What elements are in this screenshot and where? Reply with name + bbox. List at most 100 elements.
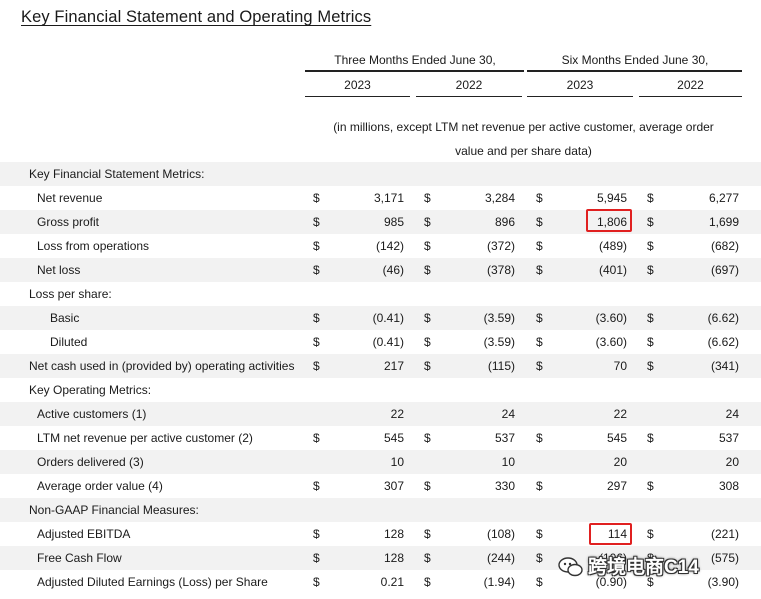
row-label: LTM net revenue per active customer (2) bbox=[37, 431, 253, 445]
currency-symbol: $ bbox=[536, 431, 543, 445]
currency-symbol: $ bbox=[313, 335, 320, 349]
row-label: Gross profit bbox=[37, 215, 100, 229]
cell-value: (46) bbox=[382, 263, 404, 277]
cell-value: (0.90) bbox=[595, 575, 627, 589]
currency-symbol: $ bbox=[424, 527, 431, 541]
currency-symbol: $ bbox=[424, 359, 431, 373]
cell-value: (108) bbox=[486, 527, 515, 541]
cell-value: (372) bbox=[486, 239, 515, 253]
header-six-months: Six Months Ended June 30, bbox=[561, 53, 709, 67]
cell-value: 20 bbox=[613, 455, 627, 469]
cell-value: 217 bbox=[383, 359, 404, 373]
row-label: Active customers (1) bbox=[37, 407, 147, 421]
currency-symbol: $ bbox=[536, 311, 543, 325]
cell-value: 114 bbox=[607, 527, 627, 541]
currency-symbol: $ bbox=[536, 239, 543, 253]
cell-value: 10 bbox=[501, 455, 515, 469]
cell-value: (1.94) bbox=[483, 575, 515, 589]
cell-value: 6,277 bbox=[708, 191, 739, 205]
row-label: Average order value (4) bbox=[37, 479, 163, 493]
cell-value: 24 bbox=[725, 407, 739, 421]
currency-symbol: $ bbox=[313, 215, 320, 229]
cell-value: 3,284 bbox=[484, 191, 515, 205]
wechat-bubble-icon bbox=[558, 557, 583, 577]
cell-value: (244) bbox=[486, 551, 515, 565]
cell-value: (575) bbox=[710, 551, 739, 565]
cell-value: (341) bbox=[710, 359, 739, 373]
currency-symbol: $ bbox=[536, 575, 543, 589]
currency-symbol: $ bbox=[424, 239, 431, 253]
currency-symbol: $ bbox=[424, 191, 431, 205]
cell-value: (3.59) bbox=[483, 335, 515, 349]
cell-value: 22 bbox=[613, 407, 627, 421]
currency-symbol: $ bbox=[313, 359, 320, 373]
row-label: Loss per share: bbox=[29, 287, 112, 301]
currency-symbol: $ bbox=[647, 263, 654, 277]
currency-symbol: $ bbox=[313, 191, 320, 205]
table-row: Net loss $ (46) $ (378) $ (401) $ (697) bbox=[0, 258, 761, 282]
currency-symbol: $ bbox=[424, 575, 431, 589]
cell-value: 985 bbox=[383, 215, 404, 229]
page-title: Key Financial Statement and Operating Me… bbox=[21, 8, 372, 26]
table-row: Adjusted EBITDA $128 $ (108) $114 $ (221) bbox=[0, 522, 761, 546]
cell-value: 24 bbox=[501, 407, 515, 421]
row-label: Orders delivered (3) bbox=[37, 455, 144, 469]
cell-value: 22 bbox=[390, 407, 404, 421]
currency-symbol: $ bbox=[424, 215, 431, 229]
table-row: Net cash used in (provided by) operating… bbox=[0, 354, 761, 378]
cell-value: 537 bbox=[718, 431, 739, 445]
currency-symbol: $ bbox=[647, 239, 654, 253]
table-row: Net revenue $3,171 $3,284 $5,945 $6,277 bbox=[0, 186, 761, 210]
table-row: Basic $ (0.41) $ (3.59) $ (3.60) $ (6.62) bbox=[0, 306, 761, 330]
currency-symbol: $ bbox=[313, 431, 320, 445]
cell-value: 537 bbox=[494, 431, 515, 445]
currency-symbol: $ bbox=[647, 215, 654, 229]
cell-value: 70 bbox=[613, 359, 627, 373]
currency-symbol: $ bbox=[313, 551, 320, 565]
table-row: Adjusted Diluted Earnings (Loss) per Sha… bbox=[0, 570, 761, 594]
currency-symbol: $ bbox=[536, 335, 543, 349]
row-label: Adjusted EBITDA bbox=[37, 527, 131, 541]
row-label: Free Cash Flow bbox=[37, 551, 122, 565]
cell-value: (3.60) bbox=[595, 335, 627, 349]
table-row: Key Financial Statement Metrics: bbox=[0, 162, 761, 186]
cell-value: 128 bbox=[383, 551, 404, 565]
currency-symbol: $ bbox=[424, 263, 431, 277]
year-rule-h-2023 bbox=[527, 96, 633, 97]
cell-value: 545 bbox=[383, 431, 404, 445]
currency-symbol: $ bbox=[647, 311, 654, 325]
table-row: Gross profit $985 $896 $1,806 $1,699 bbox=[0, 210, 761, 234]
watermark-text: 跨境电商C14 bbox=[588, 557, 699, 578]
year-header-q-2022: 2022 bbox=[455, 78, 483, 92]
table-row: LTM net revenue per active customer (2) $… bbox=[0, 426, 761, 450]
currency-symbol: $ bbox=[313, 527, 320, 541]
currency-symbol: $ bbox=[647, 191, 654, 205]
row-label: Loss from operations bbox=[37, 239, 150, 253]
cell-value: (221) bbox=[710, 527, 739, 541]
cell-value: 3,171 bbox=[373, 191, 404, 205]
cell-value: (0.41) bbox=[372, 335, 404, 349]
currency-symbol: $ bbox=[313, 263, 320, 277]
currency-symbol: $ bbox=[424, 551, 431, 565]
year-header-h-2023: 2023 bbox=[566, 78, 594, 92]
cell-value: (6.62) bbox=[707, 311, 739, 325]
year-header-q-2023: 2023 bbox=[344, 78, 371, 92]
cell-value: (142) bbox=[375, 239, 404, 253]
currency-symbol: $ bbox=[536, 263, 543, 277]
currency-symbol: $ bbox=[536, 479, 543, 493]
cell-value: (401) bbox=[598, 263, 627, 277]
cell-value: (3.90) bbox=[707, 575, 739, 589]
row-label: Adjusted Diluted Earnings (Loss) per Sha… bbox=[37, 575, 268, 589]
cell-value: 307 bbox=[383, 479, 404, 493]
row-label: Key Operating Metrics: bbox=[29, 383, 152, 397]
cell-value: (0.41) bbox=[372, 311, 404, 325]
cell-value: 1,806 bbox=[596, 215, 627, 229]
cell-value: 128 bbox=[383, 527, 404, 541]
table-row: Active customers (1) 22 24 22 24 bbox=[0, 402, 761, 426]
cell-value: (697) bbox=[710, 263, 739, 277]
table-row: Loss per share: bbox=[0, 282, 761, 306]
year-header-h-2022: 2022 bbox=[677, 78, 704, 92]
table-row: Non-GAAP Financial Measures: bbox=[0, 498, 761, 522]
currency-symbol: $ bbox=[536, 527, 543, 541]
currency-symbol: $ bbox=[647, 551, 654, 565]
